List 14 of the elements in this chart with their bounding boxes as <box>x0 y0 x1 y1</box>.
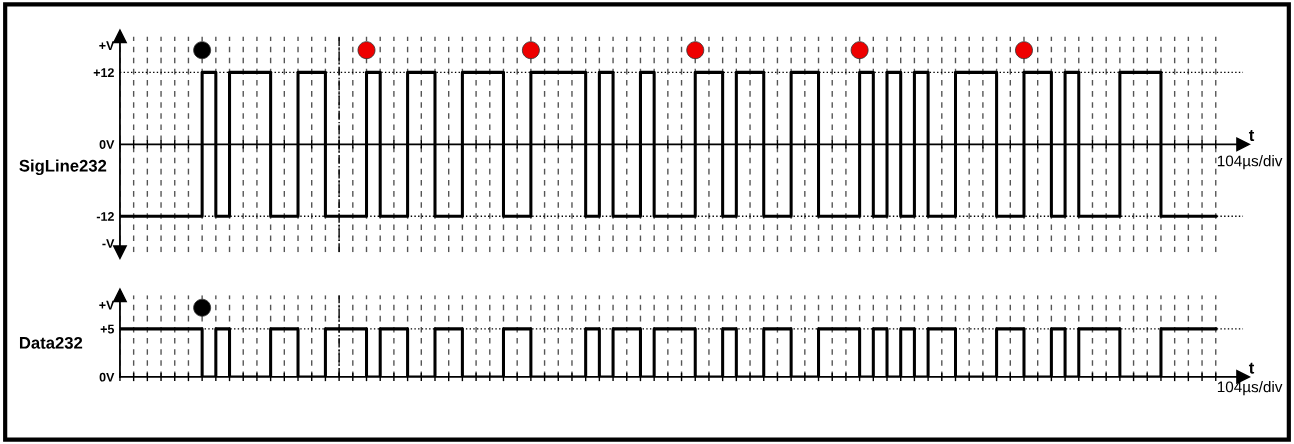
y-tick-label: 0V <box>99 140 115 149</box>
y-axis-title: Data232 <box>19 336 83 349</box>
y-tick-label: -12 <box>96 212 114 221</box>
y-tick-label: +V <box>99 300 115 310</box>
y-axis-title: SigLine232 <box>19 159 107 176</box>
x-axis-title: t <box>1248 129 1255 141</box>
y-tick-label: -V <box>102 239 115 248</box>
y-tick-label: +12 <box>93 68 114 77</box>
y-tick-label: +5 <box>100 324 115 334</box>
y-tick-label: +V <box>99 41 115 50</box>
x-axis-title: t <box>1248 362 1255 374</box>
text: 104µs/div <box>1217 381 1283 396</box>
annotation: 104µs/div <box>1217 155 1283 170</box>
y-tick-label: 0V <box>99 372 115 382</box>
